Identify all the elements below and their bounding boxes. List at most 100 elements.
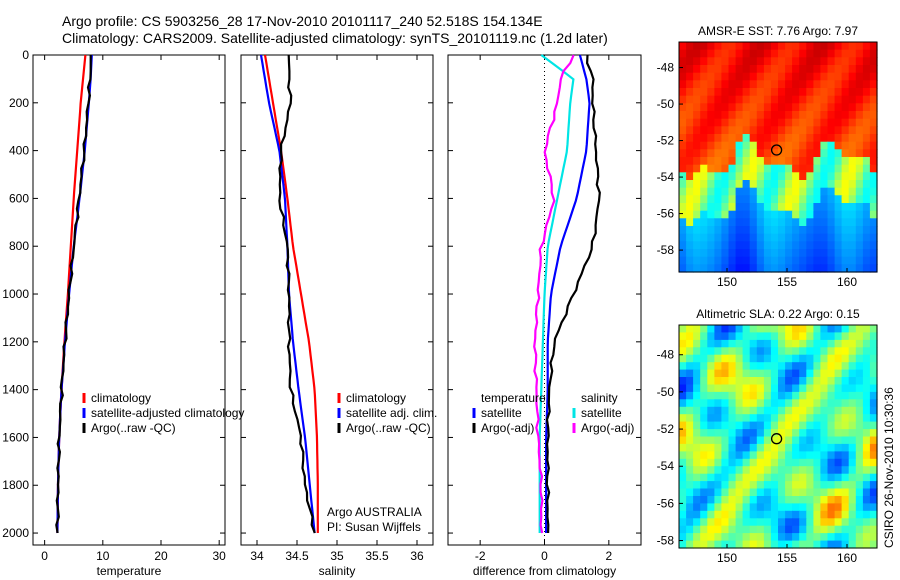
heatmap-cell <box>693 458 701 467</box>
heatmap-cell <box>763 49 772 58</box>
heatmap-cell <box>770 339 779 348</box>
heatmap-cell <box>862 233 871 242</box>
heatmap-cell <box>742 451 751 460</box>
heatmap-cell <box>700 473 708 482</box>
legend-label: satellite <box>581 406 622 420</box>
heatmap-cell <box>862 118 871 127</box>
heatmap-cell <box>770 458 779 467</box>
heatmap-cell <box>834 164 843 173</box>
legend-label: Argo(-adj) <box>481 421 534 435</box>
heatmap-cell <box>778 488 786 497</box>
heatmap-cell <box>813 249 822 258</box>
heatmap-cell <box>679 458 687 467</box>
heatmap-cell <box>679 118 687 127</box>
heatmap-cell <box>799 149 807 158</box>
heatmap-cell <box>841 518 850 527</box>
heatmap-cell <box>749 134 758 143</box>
heatmap-cell <box>778 233 786 242</box>
heatmap-cell <box>728 72 737 81</box>
heatmap-cell <box>820 233 829 242</box>
heatmap-cell <box>806 399 814 408</box>
heatmap-cell <box>756 481 765 490</box>
figure-title-line2: Climatology: CARS2009. Satellite-adjuste… <box>62 30 608 46</box>
heatmap-cell <box>721 525 730 534</box>
heatmap-cell <box>799 264 807 273</box>
heatmap-cell <box>742 466 751 475</box>
heatmap-cell <box>714 518 723 527</box>
heatmap-cell <box>735 203 744 212</box>
heatmap-cell <box>827 65 836 74</box>
heatmap-cell <box>841 436 850 445</box>
heatmap-cell <box>834 172 843 181</box>
heatmap-cell <box>827 118 836 127</box>
heatmap-cell <box>841 218 850 227</box>
heatmap-cell <box>799 126 807 135</box>
heatmap-cell <box>735 134 744 143</box>
heatmap-cell <box>799 95 807 104</box>
heatmap-cell <box>820 369 829 378</box>
heatmap-cell <box>806 503 814 512</box>
heatmap-cell <box>848 540 857 549</box>
heatmap-cell <box>813 377 822 385</box>
heatmap-cell <box>742 180 751 189</box>
heatmap-cell <box>834 414 843 423</box>
legend-group-title: temperature <box>481 391 546 405</box>
heatmap-cell <box>834 496 843 504</box>
heatmap-cell <box>721 354 730 363</box>
heatmap-cell <box>770 481 779 490</box>
heatmap-cell <box>749 241 758 250</box>
heatmap-cell <box>855 264 864 273</box>
heatmap-cell <box>820 264 829 273</box>
heatmap-cell <box>869 429 878 438</box>
heatmap-cell <box>813 391 822 400</box>
heatmap-cell <box>763 65 772 74</box>
heatmap-cell <box>763 473 772 482</box>
heatmap-cell <box>799 510 807 519</box>
heatmap-cell <box>756 533 765 542</box>
heatmap-cell <box>714 458 723 467</box>
heatmap-cell <box>820 126 829 135</box>
heatmap-cell <box>735 473 744 482</box>
heatmap-cell <box>841 339 850 348</box>
series-line <box>56 54 87 534</box>
heatmap-cell <box>707 241 715 250</box>
heatmap-cell <box>679 233 687 242</box>
heatmap-cell <box>721 339 730 348</box>
heatmap-cell <box>813 88 822 97</box>
heatmap-cell <box>834 80 843 89</box>
heatmap-cell <box>756 111 765 120</box>
heatmap-cell <box>707 443 715 452</box>
heatmap-cell <box>693 103 701 112</box>
heatmap-cell <box>841 157 850 166</box>
heatmap-cell <box>813 503 822 512</box>
heatmap-cell <box>756 540 765 549</box>
heatmap-cell <box>841 65 850 74</box>
heatmap-cell <box>679 264 687 273</box>
heatmap-cell <box>855 172 864 181</box>
heatmap-cell <box>855 95 864 104</box>
heatmap-cell <box>728 466 737 475</box>
heatmap-cell <box>785 80 793 89</box>
x-tick-label: 150 <box>717 275 737 289</box>
heatmap-cell <box>770 540 779 549</box>
heatmap-cell <box>728 377 737 385</box>
heatmap-cell <box>714 391 723 400</box>
heatmap-cell <box>763 172 772 181</box>
heatmap-cell <box>742 72 751 81</box>
heatmap-cell <box>763 414 772 423</box>
map-frame <box>678 41 878 273</box>
heatmap-cell <box>770 57 779 66</box>
heatmap-cell <box>714 540 723 549</box>
heatmap-cell <box>841 354 850 363</box>
heatmap-cell <box>799 421 807 430</box>
heatmap-cell <box>862 391 871 400</box>
heatmap-cell <box>728 49 737 58</box>
heatmap-cell <box>721 481 730 490</box>
heatmap-cell <box>721 249 730 258</box>
heatmap-cell <box>686 180 694 189</box>
heatmap-cell <box>827 264 836 273</box>
heatmap-cell <box>728 354 737 363</box>
heatmap-cell <box>735 65 744 74</box>
heatmap-cell <box>869 481 878 490</box>
heatmap-cell <box>834 218 843 227</box>
